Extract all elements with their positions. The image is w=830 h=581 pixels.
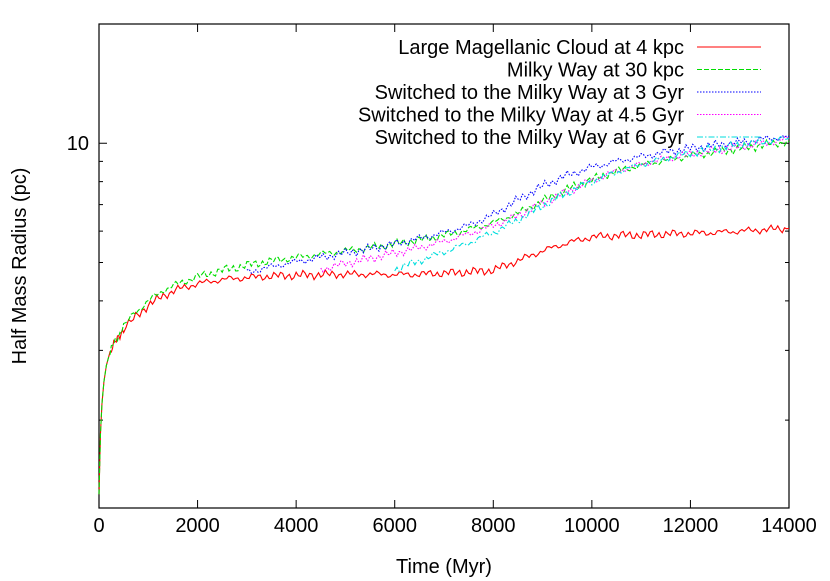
series-line — [394, 135, 790, 273]
legend-label: Switched to the Milky Way at 4.5 Gyr — [358, 105, 684, 127]
legend-label: Switched to the Milky Way at 6 Gyr — [375, 127, 685, 149]
series-line — [98, 224, 790, 495]
legend-label: Switched to the Milky Way at 3 Gyr — [375, 82, 685, 104]
x-tick-label: 14000 — [761, 515, 817, 537]
x-tick-label: 0 — [93, 515, 104, 537]
legend-label: Milky Way at 30 kpc — [507, 60, 684, 82]
legend-label: Large Magellanic Cloud at 4 kpc — [398, 37, 684, 59]
x-tick-label: 6000 — [372, 515, 417, 537]
y-tick-label: 10 — [67, 133, 89, 155]
series-line — [320, 136, 790, 273]
axis-tick-labels: 0 2000 4000 6000 8000 10000 12000 14000 10 — [67, 133, 817, 537]
x-tick-label: 4000 — [274, 515, 319, 537]
series-lines — [98, 134, 790, 495]
axis-ticks — [98, 24, 790, 508]
x-tick-label: 12000 — [663, 515, 719, 537]
x-tick-label: 10000 — [564, 515, 620, 537]
x-tick-label: 8000 — [471, 515, 516, 537]
series-line — [98, 138, 790, 495]
x-tick-label: 2000 — [175, 515, 220, 537]
y-axis-title: Half Mass Radius (pc) — [9, 168, 31, 365]
x-axis-title: Time (Myr) — [396, 556, 492, 578]
plot-frame — [98, 23, 790, 509]
series-line — [246, 134, 790, 274]
